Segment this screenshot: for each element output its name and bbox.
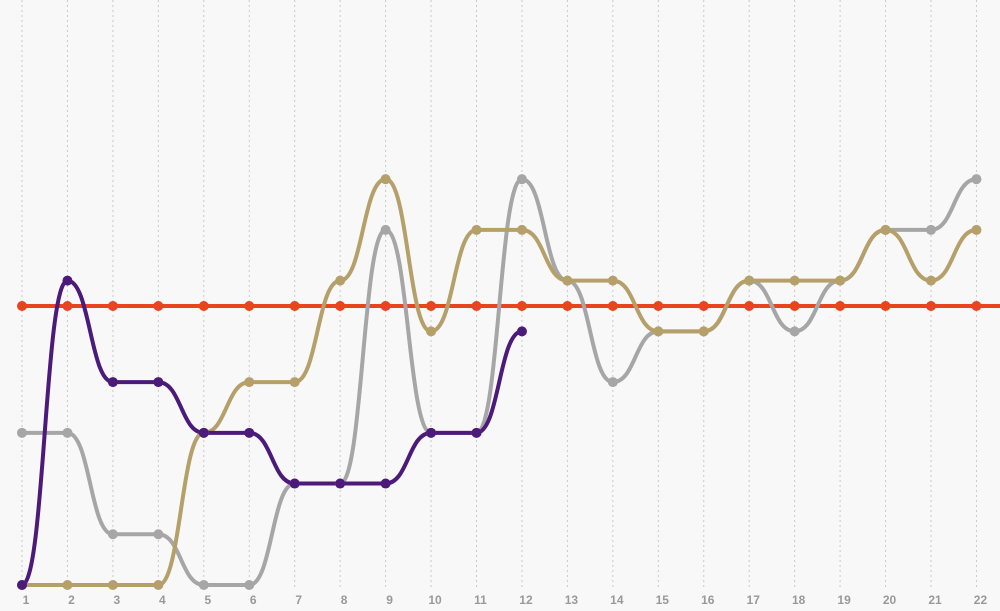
data-point[interactable] bbox=[62, 580, 73, 590]
data-point[interactable] bbox=[516, 301, 527, 311]
data-point[interactable] bbox=[62, 275, 73, 286]
data-point[interactable] bbox=[926, 301, 936, 311]
data-point[interactable] bbox=[880, 224, 891, 235]
data-point[interactable] bbox=[926, 224, 936, 235]
data-point[interactable] bbox=[789, 326, 800, 337]
data-point[interactable] bbox=[971, 301, 982, 311]
data-point[interactable] bbox=[17, 301, 27, 311]
x-axis-tick-labels: 1 2 3 4 5 6 7 8 9 10 11 12 13 14 15 16 17 18 19 20 21 22 bbox=[23, 593, 988, 607]
data-point[interactable] bbox=[289, 478, 300, 489]
data-point[interactable] bbox=[471, 224, 482, 235]
x-tick-label: 1 bbox=[23, 593, 30, 607]
x-tick-label: 5 bbox=[204, 593, 211, 607]
x-tick-label: 11 bbox=[474, 593, 487, 607]
data-point[interactable] bbox=[971, 224, 982, 235]
data-point[interactable] bbox=[244, 377, 255, 388]
data-point[interactable] bbox=[926, 275, 936, 286]
data-point[interactable] bbox=[198, 427, 209, 438]
data-point[interactable] bbox=[335, 275, 346, 286]
data-point[interactable] bbox=[17, 427, 27, 438]
x-tick-label: 15 bbox=[656, 593, 670, 607]
data-point[interactable] bbox=[380, 224, 391, 235]
x-tick-label: 12 bbox=[519, 593, 533, 607]
data-point[interactable] bbox=[744, 301, 755, 311]
x-tick-label: 9 bbox=[386, 593, 393, 607]
x-tick-label: 2 bbox=[68, 593, 75, 607]
data-point[interactable] bbox=[153, 301, 164, 311]
data-point[interactable] bbox=[471, 301, 482, 311]
data-point[interactable] bbox=[380, 301, 391, 311]
data-point[interactable] bbox=[198, 301, 209, 311]
data-point[interactable] bbox=[107, 301, 118, 311]
data-point[interactable] bbox=[153, 580, 164, 590]
data-point[interactable] bbox=[289, 377, 300, 388]
x-tick-label: 22 bbox=[974, 593, 988, 607]
x-tick-label: 6 bbox=[250, 593, 257, 607]
data-point[interactable] bbox=[426, 326, 437, 337]
x-tick-label: 18 bbox=[792, 593, 806, 607]
data-point[interactable] bbox=[607, 275, 618, 286]
series-line-3 bbox=[20, 177, 979, 587]
data-point[interactable] bbox=[698, 301, 709, 311]
data-point[interactable] bbox=[380, 478, 391, 489]
data-point[interactable] bbox=[335, 301, 346, 311]
data-points bbox=[17, 174, 982, 590]
data-point[interactable] bbox=[380, 174, 391, 185]
data-point[interactable] bbox=[789, 301, 800, 311]
data-point[interactable] bbox=[471, 427, 482, 438]
x-tick-label: 3 bbox=[114, 593, 121, 607]
data-point[interactable] bbox=[835, 301, 846, 311]
data-point[interactable] bbox=[244, 301, 255, 311]
data-point[interactable] bbox=[698, 326, 709, 337]
x-tick-label: 17 bbox=[747, 593, 761, 607]
data-point[interactable] bbox=[516, 224, 527, 235]
x-tick-label: 21 bbox=[928, 593, 942, 607]
series-lines bbox=[20, 177, 1000, 587]
data-point[interactable] bbox=[244, 580, 255, 590]
data-point[interactable] bbox=[335, 478, 346, 489]
data-point[interactable] bbox=[744, 275, 755, 286]
data-point[interactable] bbox=[789, 275, 800, 286]
data-point[interactable] bbox=[153, 377, 164, 388]
data-point[interactable] bbox=[835, 275, 846, 286]
vertical-gridlines bbox=[21, 0, 977, 590]
data-point[interactable] bbox=[516, 326, 527, 337]
data-point[interactable] bbox=[653, 301, 664, 311]
data-point[interactable] bbox=[516, 174, 527, 185]
data-point[interactable] bbox=[653, 326, 664, 337]
data-point[interactable] bbox=[426, 301, 437, 311]
x-tick-label: 20 bbox=[883, 593, 897, 607]
data-point[interactable] bbox=[607, 301, 618, 311]
data-point[interactable] bbox=[244, 427, 255, 438]
data-point[interactable] bbox=[971, 174, 982, 185]
data-point[interactable] bbox=[17, 580, 27, 590]
data-point[interactable] bbox=[562, 275, 573, 286]
data-point[interactable] bbox=[562, 301, 573, 311]
x-tick-label: 13 bbox=[565, 593, 579, 607]
data-point[interactable] bbox=[107, 580, 118, 590]
data-point[interactable] bbox=[880, 301, 891, 311]
x-tick-label: 8 bbox=[341, 593, 348, 607]
x-tick-label: 16 bbox=[701, 593, 715, 607]
data-point[interactable] bbox=[62, 427, 73, 438]
data-point[interactable] bbox=[426, 427, 437, 438]
data-point[interactable] bbox=[289, 301, 300, 311]
x-tick-label: 19 bbox=[837, 593, 851, 607]
data-point[interactable] bbox=[62, 301, 73, 311]
data-point[interactable] bbox=[107, 377, 118, 388]
x-tick-label: 7 bbox=[295, 593, 302, 607]
x-tick-label: 10 bbox=[428, 593, 442, 607]
x-tick-label: 4 bbox=[159, 593, 166, 607]
data-point[interactable] bbox=[198, 580, 209, 590]
data-point[interactable] bbox=[607, 377, 618, 388]
x-tick-label: 14 bbox=[610, 593, 624, 607]
data-point[interactable] bbox=[107, 529, 118, 540]
data-point[interactable] bbox=[153, 529, 164, 540]
